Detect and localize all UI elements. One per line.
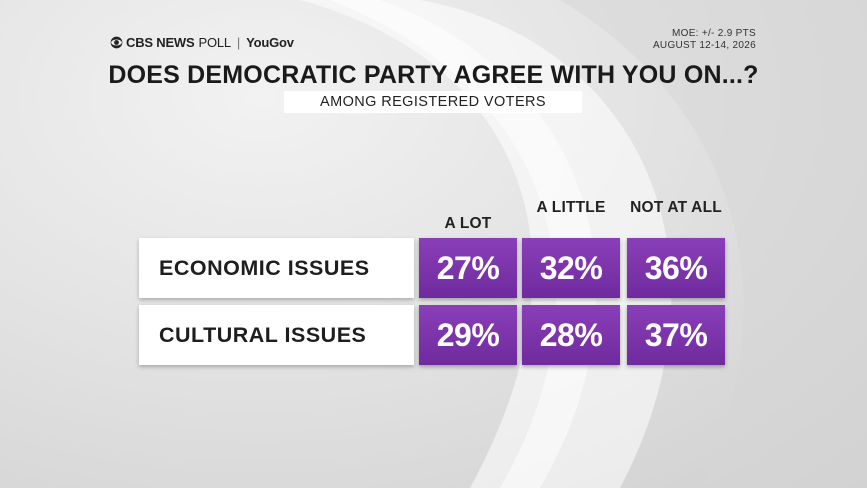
column-header: NOT AT ALL: [630, 199, 722, 216]
logo-separator: |: [236, 34, 241, 50]
partner-name: YouGov: [246, 34, 294, 50]
chart-subtitle: AMONG REGISTERED VOTERS: [284, 91, 582, 113]
value-cell: 27%: [419, 238, 517, 298]
poll-dates: AUGUST 12-14, 2026: [652, 40, 756, 51]
row-label: ECONOMIC ISSUES: [139, 238, 414, 298]
column-header: A LITTLE: [536, 199, 606, 216]
value-cell: 29%: [419, 305, 517, 365]
column-header: A LOT: [444, 215, 492, 232]
value-cell: 36%: [627, 238, 725, 298]
cbs-eye-icon: [110, 36, 123, 48]
brand-name: CBS NEWS: [126, 34, 195, 50]
poll-label: POLL: [198, 34, 231, 50]
row-label: CULTURAL ISSUES: [139, 305, 414, 365]
value-cell: 32%: [522, 238, 620, 298]
brand-logo: CBS NEWS POLL | YouGov: [110, 34, 294, 50]
value-cell: 37%: [627, 305, 725, 365]
chart-title: DOES DEMOCRATIC PARTY AGREE WITH YOU ON.…: [108, 61, 759, 89]
value-cell: 28%: [522, 305, 620, 365]
moe-text: MOE: +/- 2.9 PTS: [672, 28, 756, 39]
moe-block: MOE: +/- 2.9 PTS AUGUST 12-14, 2026: [653, 28, 756, 52]
